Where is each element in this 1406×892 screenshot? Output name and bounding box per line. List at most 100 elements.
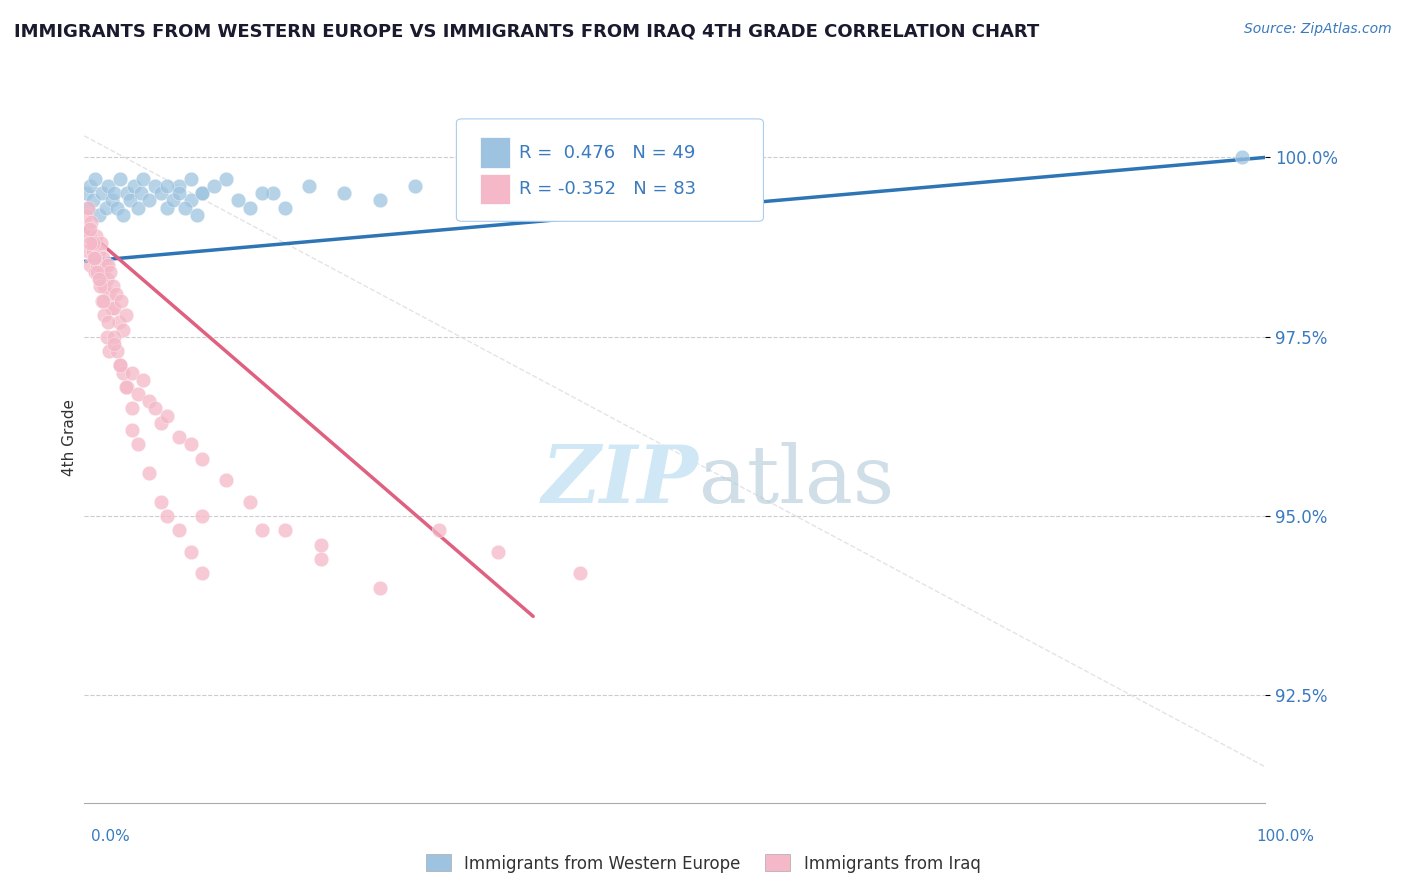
- Point: [82, 236, 104, 251]
- Point: [86, 258, 108, 272]
- Point: [274, 524, 297, 538]
- Point: [132, 172, 155, 186]
- Point: [180, 194, 202, 208]
- Point: [262, 186, 284, 201]
- Point: [191, 186, 214, 201]
- Text: 0.0%: 0.0%: [91, 830, 131, 844]
- Point: [97, 315, 120, 329]
- Point: [115, 186, 138, 201]
- Point: [107, 344, 129, 359]
- Point: [427, 524, 450, 538]
- Y-axis label: 4th Grade: 4th Grade: [62, 399, 77, 475]
- Point: [83, 236, 105, 251]
- Point: [108, 172, 131, 186]
- Point: [127, 387, 149, 401]
- Point: [274, 201, 297, 215]
- Point: [77, 201, 100, 215]
- Point: [89, 272, 111, 286]
- Point: [239, 201, 262, 215]
- Point: [167, 524, 190, 538]
- Point: [121, 423, 143, 437]
- Point: [215, 473, 238, 487]
- Text: ZIP: ZIP: [541, 442, 699, 520]
- Point: [132, 373, 155, 387]
- Point: [107, 201, 129, 215]
- Point: [100, 194, 122, 208]
- Point: [76, 222, 98, 236]
- Point: [129, 186, 152, 201]
- Point: [215, 172, 238, 186]
- Point: [138, 194, 160, 208]
- Point: [569, 566, 592, 581]
- Point: [368, 581, 391, 595]
- Point: [97, 179, 120, 194]
- Point: [191, 451, 214, 466]
- Point: [486, 186, 509, 201]
- Point: [103, 186, 125, 201]
- Point: [150, 416, 173, 430]
- Point: [186, 208, 208, 222]
- Point: [162, 194, 184, 208]
- Point: [77, 244, 100, 258]
- Legend: Immigrants from Western Europe, Immigrants from Iraq: Immigrants from Western Europe, Immigran…: [419, 847, 987, 880]
- Point: [333, 186, 356, 201]
- Point: [114, 380, 136, 394]
- Point: [87, 244, 110, 258]
- Point: [127, 201, 149, 215]
- Point: [226, 194, 249, 208]
- Point: [486, 545, 509, 559]
- Point: [309, 538, 332, 552]
- Point: [93, 308, 115, 322]
- Point: [100, 301, 122, 315]
- Bar: [479, 137, 509, 168]
- Point: [191, 508, 214, 523]
- Point: [83, 251, 105, 265]
- Point: [105, 286, 128, 301]
- Point: [110, 293, 132, 308]
- Point: [107, 315, 129, 329]
- Point: [250, 524, 273, 538]
- Point: [121, 366, 143, 380]
- Point: [80, 215, 103, 229]
- Text: atlas: atlas: [699, 442, 894, 520]
- Point: [173, 201, 195, 215]
- Point: [112, 208, 135, 222]
- Point: [156, 409, 179, 423]
- Point: [86, 265, 108, 279]
- Point: [180, 437, 202, 451]
- Point: [112, 322, 135, 336]
- Point: [84, 251, 107, 265]
- Point: [150, 186, 173, 201]
- Point: [82, 244, 104, 258]
- Text: R =  0.476   N = 49: R = 0.476 N = 49: [519, 144, 696, 161]
- Point: [143, 179, 166, 194]
- Point: [91, 293, 114, 308]
- Point: [98, 344, 121, 359]
- Point: [103, 329, 125, 343]
- Point: [404, 179, 426, 194]
- Point: [143, 401, 166, 416]
- Point: [156, 179, 179, 194]
- Point: [202, 179, 225, 194]
- Point: [250, 186, 273, 201]
- Point: [167, 430, 190, 444]
- Point: [79, 179, 101, 194]
- Point: [75, 208, 97, 222]
- Point: [91, 186, 114, 201]
- Point: [91, 265, 114, 279]
- Point: [120, 194, 142, 208]
- Point: [98, 265, 121, 279]
- Point: [79, 222, 101, 236]
- Point: [90, 236, 112, 251]
- Point: [108, 359, 131, 373]
- FancyBboxPatch shape: [457, 119, 763, 221]
- Point: [138, 394, 160, 409]
- Point: [167, 186, 190, 201]
- Point: [77, 229, 100, 244]
- Point: [87, 208, 110, 222]
- Point: [82, 194, 104, 208]
- Text: R = -0.352   N = 83: R = -0.352 N = 83: [519, 180, 696, 198]
- Point: [84, 229, 107, 244]
- Point: [89, 279, 111, 293]
- Point: [115, 380, 138, 394]
